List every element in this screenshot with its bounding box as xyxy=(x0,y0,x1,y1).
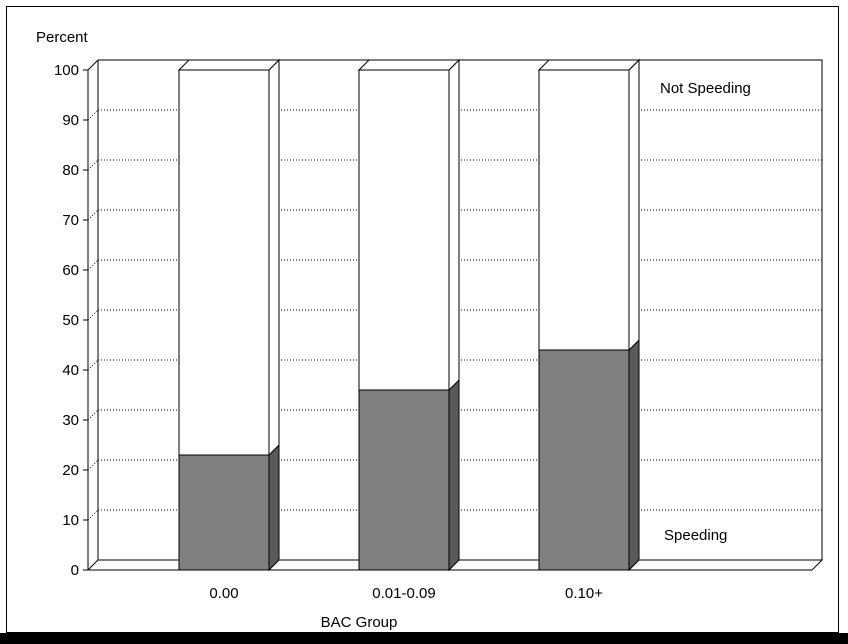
y-tick-label: 80 xyxy=(62,162,79,179)
gridline-side xyxy=(87,209,99,221)
gridline-side xyxy=(87,159,99,171)
y-tick-label: 60 xyxy=(62,262,79,279)
bar-top-face xyxy=(177,59,281,71)
x-tick-label: 0.00 xyxy=(209,585,238,602)
bar-not-speeding xyxy=(538,69,630,351)
y-tick-label: 0 xyxy=(71,562,79,579)
bar-speeding xyxy=(538,349,630,571)
x-axis-title: BAC Group xyxy=(321,614,398,631)
y-tick-label: 40 xyxy=(62,362,79,379)
gridline-side xyxy=(87,109,99,121)
y-tick-label: 70 xyxy=(62,212,79,229)
gridline-side xyxy=(87,409,99,421)
bar-speeding xyxy=(358,389,450,571)
y-tick-label: 50 xyxy=(62,312,79,329)
bar-speeding-side xyxy=(628,338,640,572)
legend-speeding: Speeding xyxy=(664,527,727,544)
bar-not-speeding xyxy=(178,69,270,456)
bar-speeding-side xyxy=(268,443,280,572)
x-tick-label: 0.10+ xyxy=(565,585,603,602)
y-tick-label: 100 xyxy=(54,62,79,79)
bar-speeding xyxy=(178,454,270,571)
side-wall-top-edge xyxy=(87,59,99,71)
y-tick-label: 90 xyxy=(62,112,79,129)
gridline-side xyxy=(87,359,99,371)
bar-top-face xyxy=(537,59,641,71)
labels: Percent BAC Group Not Speeding Speeding xyxy=(36,29,751,631)
y-tick-label: 30 xyxy=(62,412,79,429)
bars: 0.00 0.01-0.09 0.10+ xyxy=(177,58,641,602)
bar-speeding-side xyxy=(448,378,460,572)
y-axis-title: Percent xyxy=(36,29,89,46)
gridline-side xyxy=(87,309,99,321)
y-axis: 0 10 20 30 40 50 60 70 80 90 100 xyxy=(54,62,89,579)
y-tick-label: 10 xyxy=(62,512,79,529)
bar-not-speeding xyxy=(358,69,450,391)
gridline-side xyxy=(87,509,99,521)
gridline-side xyxy=(87,459,99,471)
bar-top-face xyxy=(357,59,461,71)
x-tick-label: 0.01-0.09 xyxy=(372,585,435,602)
y-tick-label: 20 xyxy=(62,462,79,479)
bar-not-speeding-side xyxy=(448,58,460,392)
bar-not-speeding-side xyxy=(268,58,280,457)
bottom-border-band xyxy=(0,633,848,644)
bar-not-speeding-side xyxy=(628,58,640,352)
gridline-side xyxy=(87,259,99,271)
legend-not-speeding: Not Speeding xyxy=(660,80,751,97)
